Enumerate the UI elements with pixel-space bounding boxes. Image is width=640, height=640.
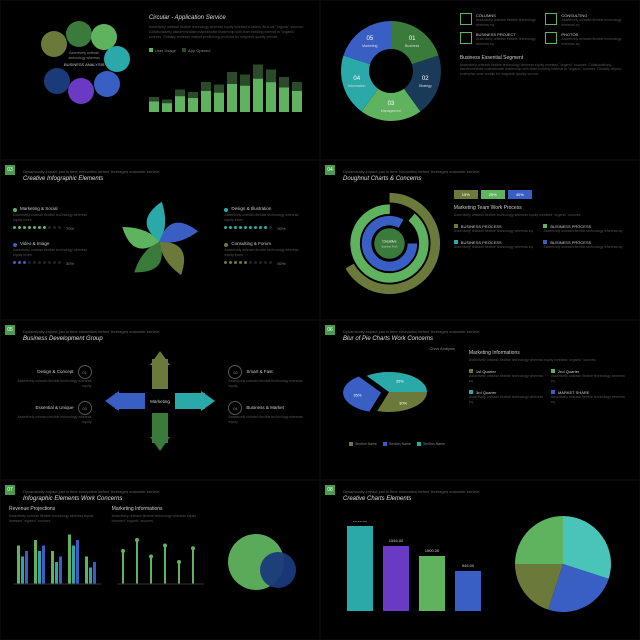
- slide-tag: 03: [5, 165, 15, 175]
- slide-tag: 06: [325, 325, 335, 335]
- legend: User UsageApp Opened: [149, 48, 307, 53]
- svg-text:1546.00: 1546.00: [389, 538, 404, 543]
- thin-bars: [112, 524, 207, 589]
- slide-biz-dev: 05 Dynamically impact just in time innov…: [0, 320, 320, 480]
- slide-title: Infographic Elements Work Concerns: [23, 496, 311, 502]
- swirl-graphic: [112, 194, 207, 289]
- columns-icon: [460, 13, 472, 25]
- slide-title: Doughnut Charts & Concerns: [343, 176, 631, 182]
- segment-ring: 01 Business 02 Strategy 03 Management 04 Inform…: [329, 9, 454, 134]
- slide-pie-blur: 06 Dynamically impact just in time innov…: [320, 320, 640, 480]
- svg-text:01: 01: [409, 36, 416, 42]
- svg-text:Management: Management: [381, 109, 401, 113]
- svg-text:Marketing: Marketing: [150, 399, 170, 404]
- doughnut-chart: CreativeBusiness Profit: [337, 191, 442, 296]
- pie-3d: 30% 35% 35%: [329, 352, 459, 437]
- svg-text:30%: 30%: [399, 400, 407, 405]
- process-title: Marketing Team Work Process: [454, 205, 627, 211]
- slide-title: Creative Infographic Elements: [23, 176, 311, 182]
- svg-text:Strategy: Strategy: [419, 84, 432, 88]
- slide-doughnut: 04 Dynamically impact just in time innov…: [320, 160, 640, 320]
- svg-text:35%: 35%: [396, 378, 404, 383]
- pie-chart: [508, 509, 618, 619]
- slide-title: Business Development Group: [23, 336, 311, 342]
- svg-text:Business: Business: [405, 44, 419, 48]
- slide-creative-charts: 08 Dynamically impact just in time innov…: [320, 480, 640, 640]
- svg-text:Creative: Creative: [382, 240, 396, 244]
- svg-text:Marketing: Marketing: [362, 44, 377, 48]
- slide-circular-app: Assertively unleashtechnology whereas BU…: [0, 0, 320, 160]
- svg-text:1500.00: 1500.00: [425, 548, 440, 553]
- slide-tag: 07: [5, 485, 15, 495]
- slide-tag: 05: [5, 325, 15, 335]
- svg-text:05: 05: [366, 36, 373, 42]
- svg-text:02: 02: [422, 76, 429, 82]
- slide-title: Circular - Application Service: [149, 15, 307, 21]
- svg-text:03: 03: [388, 101, 395, 107]
- slide-desc: Assertively unleash flexible technology …: [149, 25, 307, 40]
- info-title: Marketing Informations: [469, 350, 627, 356]
- arrow-cross: Marketing: [105, 351, 215, 451]
- segment-title: Business Essential Segment: [460, 55, 627, 61]
- overlap-circles: [218, 524, 308, 604]
- svg-text:Information: Information: [348, 84, 366, 88]
- slide-title: Blur of Pie Charts Work Concerns: [343, 336, 631, 342]
- photos-icon: [545, 32, 557, 44]
- svg-text:Business Profit: Business Profit: [381, 245, 397, 248]
- slide-segment-ring: 01 Business 02 Strategy 03 Management 04 Inform…: [320, 0, 640, 160]
- segment-desc: Assertively unleash flexible technology …: [460, 63, 627, 78]
- center-label: Assertively unleashtechnology whereas BU…: [64, 51, 104, 67]
- svg-text:04: 04: [353, 76, 360, 82]
- project-icon: [460, 32, 472, 44]
- slide-tag: 04: [325, 165, 335, 175]
- grouped-bars: [9, 524, 104, 589]
- bar-chart: [149, 57, 309, 117]
- slide-info-elements: 07 Dynamically impact just in time innov…: [0, 480, 320, 640]
- svg-text:945.00: 945.00: [462, 563, 475, 568]
- slide-tag: 08: [325, 485, 335, 495]
- circle-ring: Assertively unleashtechnology whereas BU…: [9, 9, 145, 151]
- column-chart: 2016.00 1546.00 1500.00 945.00: [332, 521, 492, 621]
- forum-icon: [545, 13, 557, 25]
- slide-creative-info: 03 Dynamically impact just in time innov…: [0, 160, 320, 320]
- slide-title: Creative Charts Elements: [343, 496, 631, 502]
- svg-text:2016.00: 2016.00: [353, 521, 368, 523]
- svg-text:35%: 35%: [353, 392, 361, 397]
